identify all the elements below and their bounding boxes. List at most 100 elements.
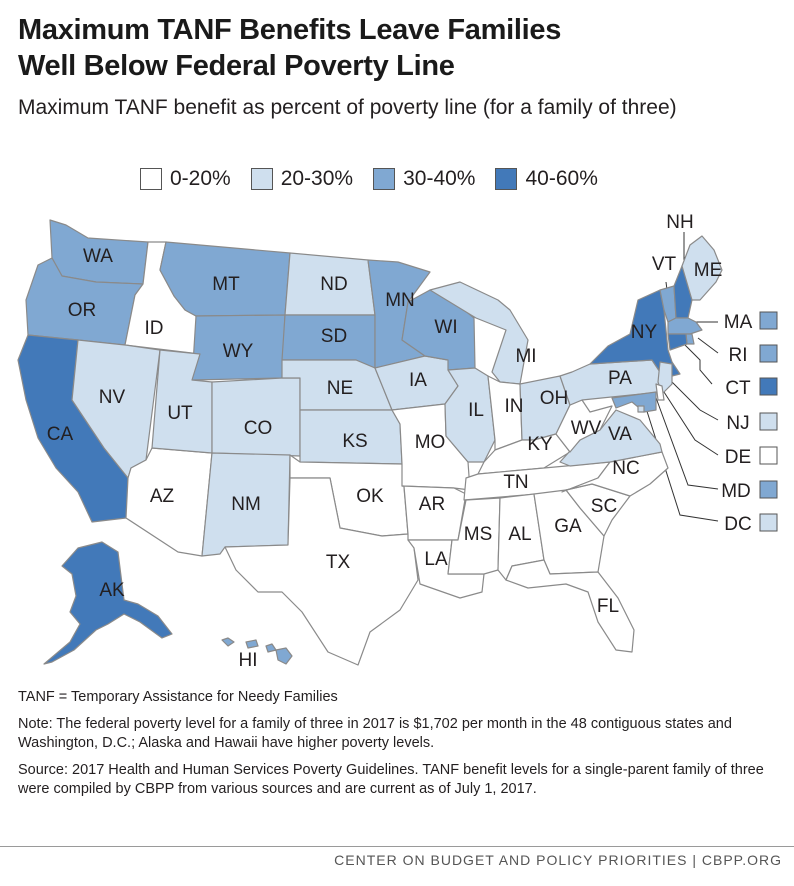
- state-label-pa: PA: [608, 368, 632, 389]
- state-label-ky: KY: [527, 434, 553, 455]
- state-label-sd: SD: [321, 326, 347, 347]
- state-label-ri: RI: [729, 345, 748, 366]
- state-label-md: MD: [721, 481, 751, 502]
- state-label-ny: NY: [631, 322, 658, 343]
- leader-lines: [644, 232, 719, 522]
- state-label-wa: WA: [83, 246, 113, 267]
- state-co: [211, 377, 301, 457]
- abbreviation-note: TANF = Temporary Assistance for Needy Fa…: [18, 689, 338, 705]
- state-label-ma: MA: [724, 312, 753, 333]
- legend-swatch-30-40: [373, 168, 396, 190]
- state-label-nd: ND: [320, 274, 347, 295]
- footer-divider: [0, 846, 794, 847]
- key-swatch-ct: [759, 377, 778, 396]
- key-swatch-ri: [759, 344, 778, 363]
- title-line-1: Maximum TANF Benefits Leave Families: [18, 14, 562, 46]
- state-label-nv: NV: [99, 387, 126, 408]
- legend-swatch-20-30: [250, 168, 273, 190]
- state-label-oh: OH: [540, 388, 569, 409]
- state-label-nh: NH: [666, 212, 693, 233]
- state-label-ut: UT: [167, 403, 193, 424]
- state-dc: [637, 405, 645, 413]
- state-label-nj: NJ: [726, 413, 749, 434]
- state-label-ak: AK: [99, 580, 125, 601]
- state-label-or: OR: [68, 300, 97, 321]
- leader-line-nj: [667, 377, 719, 421]
- state-label-ok: OK: [356, 486, 384, 507]
- state-label-mn: MN: [385, 290, 415, 311]
- state-de: [655, 383, 665, 401]
- state-key-swatches: [759, 311, 778, 532]
- state-label-mt: MT: [212, 274, 240, 295]
- poverty-level-note: Note: The federal poverty level for a fa…: [18, 716, 732, 751]
- footer-credit: CENTER ON BUDGET AND POLICY PRIORITIES |…: [334, 852, 782, 868]
- key-swatch-nj: [759, 412, 778, 431]
- state-label-wi: WI: [434, 317, 457, 338]
- chart-subtitle: Maximum TANF benefit as percent of pover…: [18, 96, 677, 119]
- legend-label-0-20: 0-20%: [170, 167, 231, 190]
- state-label-ms: MS: [464, 524, 493, 545]
- state-label-ne: NE: [327, 378, 353, 399]
- leader-line-de: [663, 391, 719, 456]
- state-label-wy: WY: [223, 341, 254, 362]
- state-label-hi: HI: [239, 650, 258, 671]
- state-label-ca: CA: [47, 424, 74, 445]
- state-label-dc: DC: [724, 514, 751, 535]
- key-swatch-de: [759, 446, 778, 465]
- leader-line-md: [654, 394, 719, 490]
- state-nc: [561, 451, 669, 497]
- state-nh: [673, 265, 693, 319]
- state-label-ks: KS: [342, 431, 367, 452]
- state-label-ga: GA: [554, 516, 582, 537]
- legend-item-30-40: 30-40%: [373, 167, 475, 191]
- leader-line-ct: [684, 344, 713, 385]
- state-hi: [221, 637, 293, 665]
- state-label-fl: FL: [597, 596, 619, 617]
- legend-swatch-0-20: [140, 168, 162, 190]
- state-label-wv: WV: [571, 418, 602, 439]
- legend-item-0-20: 0-20%: [140, 167, 231, 191]
- source-note: Source: 2017 Health and Human Services P…: [18, 762, 764, 797]
- legend-label-40-60: 40-60%: [525, 167, 598, 190]
- key-swatch-dc: [759, 513, 778, 532]
- state-me: [681, 235, 723, 301]
- state-label-nm: NM: [231, 494, 261, 515]
- legend-item-40-60: 40-60%: [495, 167, 598, 191]
- legend-label-20-30: 20-30%: [280, 167, 354, 190]
- state-label-tx: TX: [326, 552, 351, 573]
- legend-swatch-40-60: [495, 168, 518, 190]
- state-il: [444, 367, 496, 463]
- state-label-co: CO: [244, 418, 273, 439]
- state-label-va: VA: [608, 424, 632, 445]
- state-label-la: LA: [424, 549, 448, 570]
- chart-title: Maximum TANF Benefits Leave Families Wel…: [18, 12, 561, 84]
- state-label-sc: SC: [591, 496, 617, 517]
- title-line-2: Well Below Federal Poverty Line: [18, 50, 455, 82]
- state-ma: [667, 317, 703, 335]
- state-label-ia: IA: [409, 370, 427, 391]
- state-ct: [667, 333, 688, 351]
- state-label-az: AZ: [150, 486, 175, 507]
- footnotes: TANF = Temporary Assistance for Needy Fa…: [18, 688, 778, 807]
- state-label-mo: MO: [415, 432, 446, 453]
- state-tx: [224, 477, 419, 666]
- state-label-il: IL: [468, 400, 484, 421]
- us-choropleth-map: WA OR CA ID NV AZ MT WY UT CO NM ND SD N…: [17, 212, 778, 671]
- key-swatch-ma: [759, 311, 778, 330]
- state-label-ar: AR: [419, 494, 445, 515]
- state-label-nc: NC: [612, 458, 639, 479]
- state-label-de: DE: [725, 447, 751, 468]
- state-label-ct: CT: [725, 378, 751, 399]
- key-swatch-md: [759, 480, 778, 499]
- state-label-mi: MI: [515, 346, 536, 367]
- state-fl: [505, 559, 635, 653]
- state-label-me: ME: [694, 260, 723, 281]
- state-label-in: IN: [505, 396, 524, 417]
- state-label-tn: TN: [503, 472, 528, 493]
- leader-line-ri: [697, 337, 719, 354]
- state-ak: [43, 541, 173, 665]
- state-label-id: ID: [145, 318, 164, 339]
- state-label-vt: VT: [652, 254, 677, 275]
- legend: 0-20% 20-30% 30-40% 40-60%: [140, 167, 618, 191]
- legend-item-20-30: 20-30%: [250, 167, 354, 191]
